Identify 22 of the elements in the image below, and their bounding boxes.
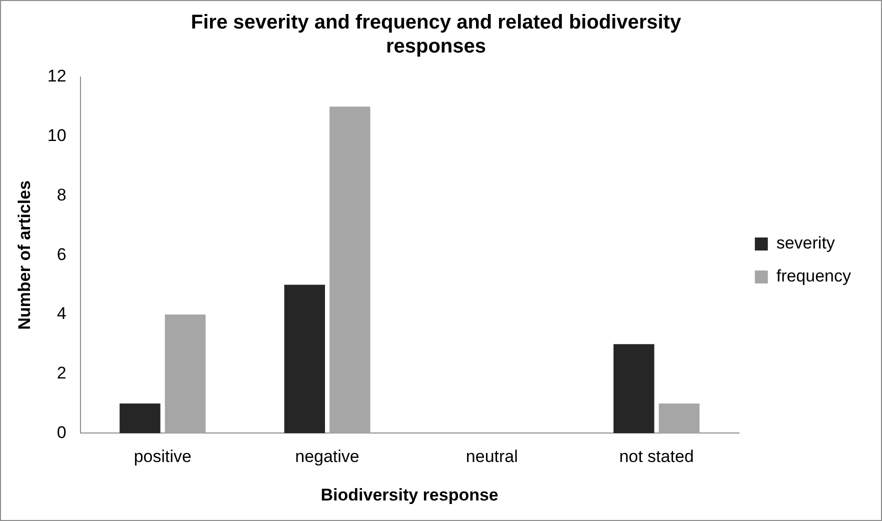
y-tick-label: 12 bbox=[47, 66, 66, 86]
bar bbox=[330, 106, 370, 434]
x-tick-label: positive bbox=[134, 447, 192, 466]
x-tick-label: negative bbox=[295, 447, 360, 466]
y-tick-label: 10 bbox=[47, 126, 66, 146]
bar bbox=[164, 314, 206, 434]
legend-label: frequency bbox=[776, 266, 852, 286]
y-axis-title: Number of articles bbox=[14, 180, 34, 330]
bar bbox=[658, 404, 700, 434]
chart-title: Fire severity and frequency and related biodiversity responses bbox=[190, 12, 682, 58]
y-tick-label: 4 bbox=[56, 304, 66, 324]
legend-label: severity bbox=[776, 234, 836, 253]
bar bbox=[614, 344, 654, 434]
bar bbox=[120, 404, 160, 434]
x-axis-title: Biodiversity response bbox=[320, 485, 498, 504]
y-tick-label: 2 bbox=[56, 364, 66, 383]
y-tick-label: 6 bbox=[56, 244, 66, 264]
y-tick-label: 8 bbox=[56, 185, 66, 204]
x-tick-label: not stated bbox=[619, 447, 694, 466]
x-tick-label: neutral bbox=[466, 447, 518, 466]
y-tick-label: 0 bbox=[56, 422, 66, 442]
bar bbox=[284, 284, 325, 434]
